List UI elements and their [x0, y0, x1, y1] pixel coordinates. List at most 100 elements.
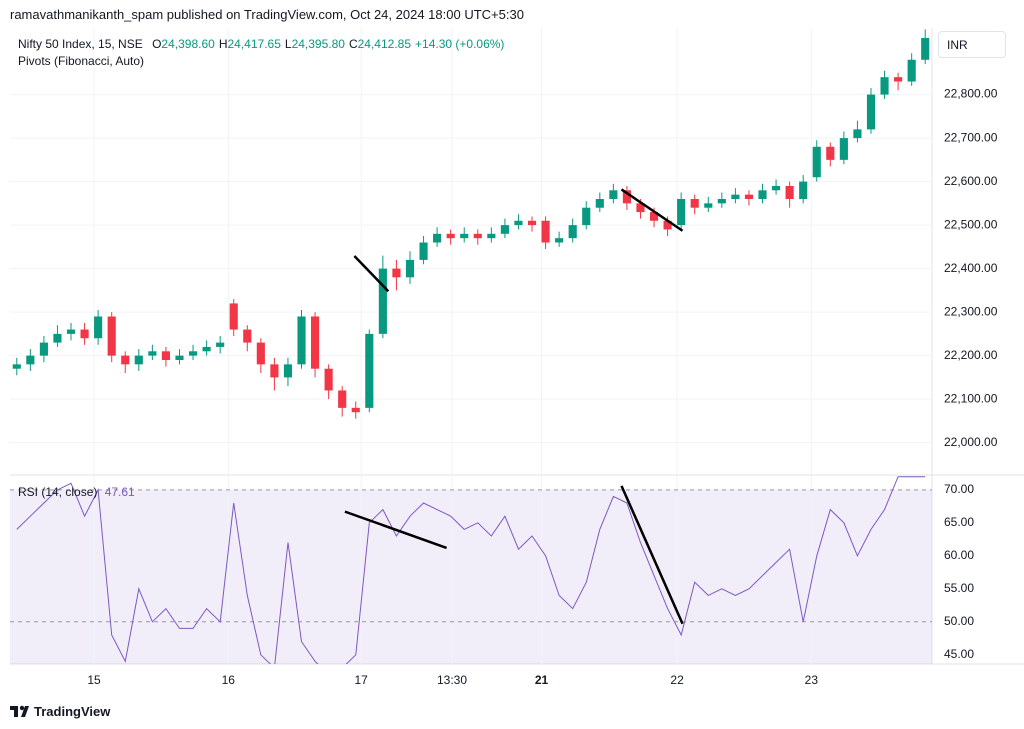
rsi-line — [16, 476, 926, 664]
candle-body — [595, 199, 604, 208]
candle-body — [134, 355, 143, 365]
rsi-title: RSI (14, close) — [18, 485, 98, 499]
publisher: ramavathmanikanth_spam published on Trad… — [10, 7, 524, 22]
y-tick-label: 22,300.00 — [944, 304, 998, 318]
candle-body — [785, 185, 794, 200]
candle-body — [772, 185, 781, 191]
indicator: Pivots (Fibonacci, Auto) — [18, 54, 145, 68]
candle-body — [188, 351, 198, 356]
ohlc-label: O — [152, 37, 162, 51]
rsi-pane — [10, 476, 932, 664]
y-tick-label: 22,200.00 — [944, 348, 998, 362]
y-tick-label: 22,400.00 — [944, 261, 998, 275]
rsi-tick-label: 45.00 — [944, 647, 974, 661]
candle-body — [351, 407, 360, 413]
ohlc-value: 24,395.80 — [291, 37, 345, 51]
x-tick-label: 13:30 — [437, 673, 467, 687]
candle-body — [853, 129, 862, 139]
candle-body — [419, 242, 428, 260]
candle-body — [921, 38, 930, 60]
candle-body — [839, 138, 848, 160]
candle-body — [392, 268, 401, 278]
x-tick-label: 22 — [670, 673, 684, 687]
candle-body — [677, 199, 686, 226]
candle-body — [148, 351, 157, 356]
candle-body — [731, 194, 740, 200]
candle-body — [216, 342, 225, 347]
candle-body — [202, 346, 211, 352]
candle-body — [649, 212, 659, 221]
y-tick-label: 22,000.00 — [944, 435, 998, 449]
ohlc-value: 24,412.85 — [357, 37, 412, 51]
candle-body — [433, 233, 442, 243]
candle-body — [799, 181, 808, 200]
candle-body — [880, 77, 889, 95]
candle-body — [500, 225, 509, 234]
candle-body — [555, 238, 564, 243]
symbol-line: Nifty 50 Index, 15, NSE O24,398.60 H24,41… — [18, 37, 504, 51]
x-tick-label: 23 — [805, 673, 819, 687]
rsi-band — [10, 489, 932, 664]
rsi-value: 47.61 — [104, 485, 135, 499]
brand-logo — [10, 705, 29, 717]
candle-body — [229, 303, 238, 330]
rsi-legend: RSI (14, close) 47.61 — [18, 485, 135, 499]
candle-body — [541, 220, 550, 243]
rsi-tick-label: 70.00 — [944, 482, 974, 496]
candle-body — [121, 355, 130, 365]
y-tick-label: 22,100.00 — [944, 391, 998, 405]
trend-line — [353, 255, 390, 293]
ohlc-label: H — [218, 37, 228, 51]
candle-body — [378, 268, 387, 334]
candle-body — [324, 368, 333, 391]
candle-body — [311, 316, 320, 369]
candle-body — [907, 59, 916, 82]
candle-body — [53, 333, 62, 343]
rsi-tick-label: 60.00 — [944, 548, 974, 562]
candle-body — [338, 390, 347, 408]
candle-body — [812, 146, 821, 178]
candle-body — [866, 94, 876, 130]
candle-body — [39, 342, 48, 356]
candle-body — [365, 333, 374, 408]
candle-body — [270, 364, 279, 378]
candle-body — [717, 199, 726, 204]
ohlc-label: C — [348, 37, 358, 51]
y-tick-label: 22,500.00 — [944, 217, 998, 231]
candle-body — [744, 194, 754, 200]
candle-body — [26, 355, 35, 365]
candle-body — [636, 203, 645, 213]
candle-body — [704, 203, 713, 208]
candle-body — [826, 146, 835, 160]
candle-body — [690, 199, 699, 208]
candle-body — [283, 364, 293, 378]
ohlc-value: 24,398.60 — [161, 37, 215, 51]
candle-body — [527, 220, 537, 226]
currency-button[interactable]: INR — [938, 31, 1006, 58]
candle-body — [243, 329, 252, 343]
brand: TradingView — [34, 704, 111, 719]
candle-body — [663, 220, 672, 230]
candle-body — [473, 233, 482, 239]
candle-body — [405, 259, 415, 278]
candle-body — [568, 225, 577, 239]
y-tick-label: 22,800.00 — [944, 87, 998, 101]
x-tick-label: 21 — [535, 673, 549, 687]
candle-body — [12, 364, 21, 369]
candle-body — [94, 316, 103, 339]
candle-body — [487, 233, 496, 239]
candle-body — [446, 233, 455, 239]
candle-body — [609, 190, 618, 200]
candle-body — [297, 316, 306, 365]
x-tick-label: 16 — [222, 673, 236, 687]
candle-body — [80, 329, 89, 339]
candle-body — [161, 351, 170, 360]
axes: 22,000.00 22,100.00 22,200.00 22,300.00 22,4… — [87, 87, 997, 687]
ohlc-value: 24,417.65 — [227, 37, 281, 51]
rsi-tick-label: 50.00 — [944, 614, 974, 628]
y-tick-label: 22,600.00 — [944, 174, 998, 188]
price-pane — [10, 28, 932, 474]
ohlc-label: L — [284, 37, 292, 51]
